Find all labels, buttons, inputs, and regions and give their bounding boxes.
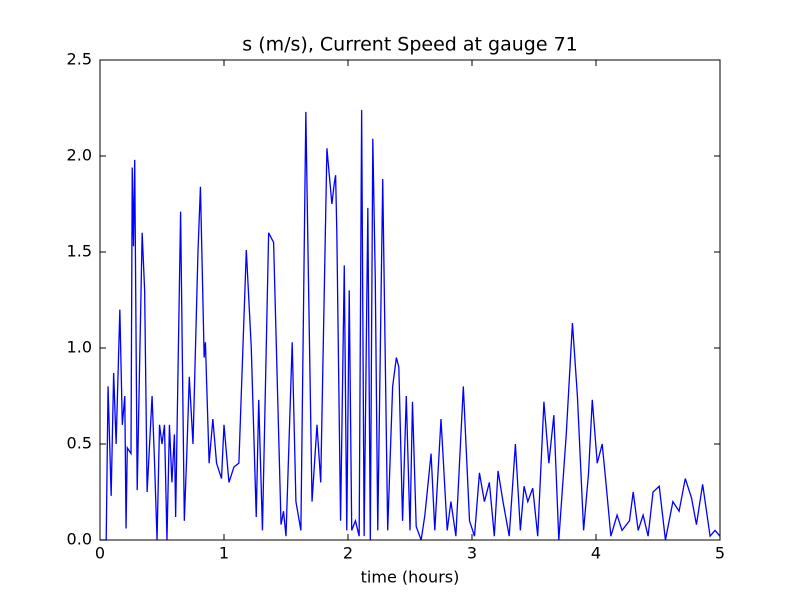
x-axis-label: time (hours) <box>361 568 460 587</box>
x-tick-label: 5 <box>715 544 725 563</box>
y-tick-label: 0.5 <box>67 434 92 453</box>
x-tick-label: 4 <box>591 544 601 563</box>
y-tick-label: 2.5 <box>67 50 92 69</box>
y-tick-label: 1.0 <box>67 338 92 357</box>
y-tick-label: 0.0 <box>67 530 92 549</box>
chart-title: s (m/s), Current Speed at gauge 71 <box>242 34 578 56</box>
plot-frame <box>99 59 721 541</box>
y-tick-label: 1.5 <box>67 242 92 261</box>
x-tick-label: 1 <box>219 544 229 563</box>
y-tick-label: 2.0 <box>67 146 92 165</box>
x-tick-label: 2 <box>343 544 353 563</box>
x-tick-label: 3 <box>467 544 477 563</box>
x-tick-label: 0 <box>95 544 105 563</box>
data-line <box>100 109 721 541</box>
